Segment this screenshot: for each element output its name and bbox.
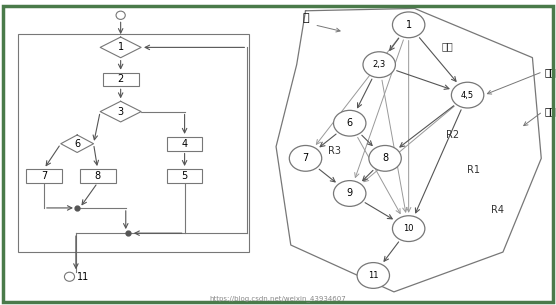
Circle shape (393, 216, 425, 242)
Text: 9: 9 (346, 188, 353, 199)
Circle shape (369, 145, 401, 171)
Bar (80, 169, 116, 183)
Text: 1: 1 (117, 42, 124, 52)
Text: 8: 8 (95, 171, 101, 181)
Text: 10: 10 (404, 224, 414, 233)
Text: 5: 5 (181, 171, 188, 181)
Text: https://blog.csdn.net/weixin_43934607: https://blog.csdn.net/weixin_43934607 (210, 295, 346, 302)
Bar (26, 169, 62, 183)
Text: 4: 4 (181, 139, 188, 149)
Polygon shape (276, 9, 542, 292)
Circle shape (334, 181, 366, 206)
Text: 3: 3 (117, 107, 124, 117)
Text: R4: R4 (490, 205, 504, 215)
Circle shape (116, 11, 125, 20)
Text: 11: 11 (368, 271, 379, 280)
Text: 11: 11 (77, 272, 90, 282)
Bar (18, 34, 249, 252)
Text: 区域: 区域 (544, 106, 556, 117)
Circle shape (357, 263, 390, 288)
Bar (103, 73, 138, 86)
Text: R3: R3 (329, 146, 341, 156)
Polygon shape (61, 135, 93, 152)
Circle shape (289, 145, 322, 171)
Circle shape (363, 52, 395, 77)
Text: R1: R1 (467, 165, 480, 175)
Text: 边: 边 (302, 13, 309, 23)
Text: 7: 7 (302, 153, 309, 163)
Circle shape (393, 12, 425, 38)
Text: 1: 1 (405, 20, 412, 30)
Text: 6: 6 (346, 118, 353, 128)
Circle shape (451, 82, 484, 108)
Bar (167, 137, 202, 151)
Text: 结点: 结点 (544, 67, 556, 77)
Polygon shape (100, 37, 141, 58)
Text: 7: 7 (41, 171, 47, 181)
Text: 4,5: 4,5 (461, 91, 474, 100)
Text: 6: 6 (74, 139, 80, 149)
Bar (167, 169, 202, 183)
Text: 区域: 区域 (441, 41, 453, 51)
Circle shape (334, 110, 366, 136)
Polygon shape (100, 101, 141, 122)
Text: R2: R2 (446, 130, 459, 140)
Circle shape (64, 272, 75, 281)
Text: 8: 8 (382, 153, 388, 163)
Text: 2,3: 2,3 (373, 60, 386, 69)
Text: 2: 2 (117, 74, 124, 84)
